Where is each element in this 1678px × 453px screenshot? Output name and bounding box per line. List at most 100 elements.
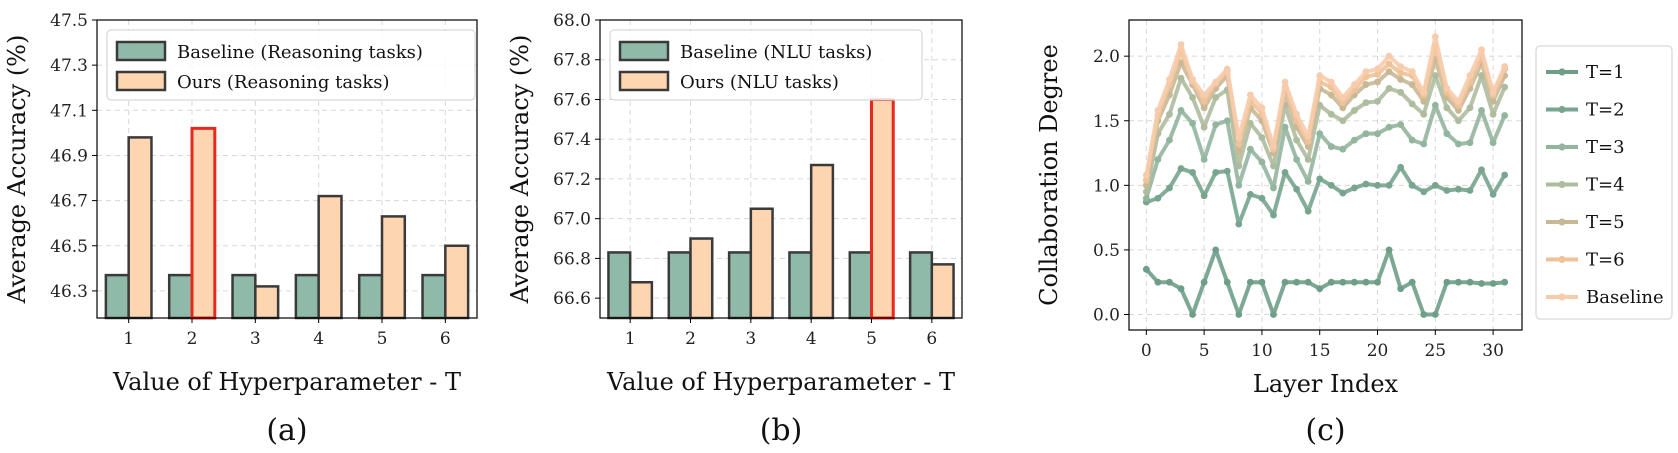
series-point [1223,65,1231,73]
series-t-2 [1142,163,1509,228]
x-tick-label: 3 [745,329,756,349]
series-point [1397,69,1405,77]
chart-b-bars [607,97,955,320]
series-point [1397,88,1405,96]
series-point [1385,68,1393,76]
series-point [1246,145,1254,153]
series-point [1339,145,1347,153]
series-point [1142,176,1150,184]
series-point [1235,220,1243,228]
bar-ours [689,237,714,320]
legend-label: T=1 [1586,62,1625,83]
series-point [1420,110,1428,118]
series-point [1258,278,1266,286]
bar-ours [380,215,407,320]
series-point [1501,63,1509,70]
chart-a-frame [96,19,478,319]
series-point [1270,143,1277,150]
chart-a-ylabel: Average Accuracy (%) [3,35,31,305]
series-point [1142,265,1150,273]
series-point [1489,88,1497,96]
chart-c-lines [1142,33,1509,318]
series-point [1212,169,1220,176]
series-point [1304,207,1312,215]
series-point [1200,91,1208,99]
y-tick-label: 47.3 [50,56,88,76]
series-point [1489,190,1497,198]
series-point [1281,123,1289,131]
chart-a: 46.3 46.5 46.7 46.9 47.1 47.3 47.5 1 2 3 4 5 6 Base… [3,11,478,448]
series-point [1385,85,1393,92]
series-point [1489,110,1497,118]
series-point [1200,156,1208,163]
series-point [1374,97,1381,105]
x-tick-label: 6 [926,329,937,349]
series-point [1339,104,1347,112]
legend-marker [1558,218,1566,226]
series-point [1478,46,1485,54]
chart-c-legend-box [1535,45,1673,320]
series-point [1385,123,1393,131]
y-tick-label: 46.3 [50,282,88,302]
series-point [1466,187,1474,194]
x-tick-label: 2 [187,329,198,349]
bar-ours [628,280,654,320]
series-point [1339,117,1347,125]
series-point [1408,68,1416,76]
series-baseline [1142,33,1509,179]
chart-b-yticks: 66.6 66.8 67.0 67.2 67.4 67.6 67.8 68.0 [553,11,600,309]
series-point [1339,99,1347,107]
y-tick-label: 67.2 [553,170,591,190]
series-point [1385,60,1393,68]
series-point [1258,194,1266,202]
series-point [1212,94,1220,101]
series-point [1189,119,1196,127]
series-point [1362,68,1370,76]
x-tick-label: 4 [313,329,324,349]
series-point [1258,104,1266,112]
series-point [1431,101,1439,109]
series-point [1478,280,1485,287]
y-tick-label: 46.5 [50,237,88,257]
series-point [1235,148,1243,156]
x-tick-label: 1 [123,329,134,349]
y-tick-label: 66.6 [553,289,591,309]
series-point [1466,139,1474,147]
series-point [1304,143,1312,150]
series-point [1189,76,1196,83]
series-point [1362,81,1370,88]
x-tick-label: 10 [1251,341,1273,361]
chart-a-legend-box [106,29,476,101]
chart-b-xlabel: Value of Hyperparameter - T [606,368,955,396]
legend-marker [1558,255,1566,264]
series-point [1408,81,1416,88]
chart-b-legend-label-baseline: Baseline (NLU tasks) [680,42,872,63]
series-point [1489,97,1497,105]
series-point [1166,184,1173,192]
x-tick-label: 25 [1424,341,1446,361]
series-line [1144,34,1507,176]
series-point [1339,94,1347,101]
series-point [1408,278,1416,286]
series-point [1316,72,1324,79]
series-line [1145,165,1507,227]
bar-baseline [357,273,384,320]
series-point [1443,104,1451,112]
series-point [1246,91,1254,99]
series-point [1304,138,1312,145]
chart-c-legend-items: T=1 T=2 T=3 T=4 T=5 T=6 Baseline [1546,62,1664,308]
series-point [1270,211,1277,219]
chart-b-frame [599,19,963,319]
y-tick-label: 68.0 [553,11,591,31]
legend-label: T=4 [1586,175,1625,196]
series-point [1501,171,1509,179]
series-point [1270,311,1277,318]
chart-b-panel-label: (b) [760,413,803,448]
series-point [1166,76,1173,83]
chart-b-legend-swatch-baseline [618,40,670,62]
chart-c-xlabel: Layer Index [1253,370,1399,398]
chart-a-xlabel: Value of Hyperparameter - T [112,368,461,396]
series-point [1327,78,1335,86]
